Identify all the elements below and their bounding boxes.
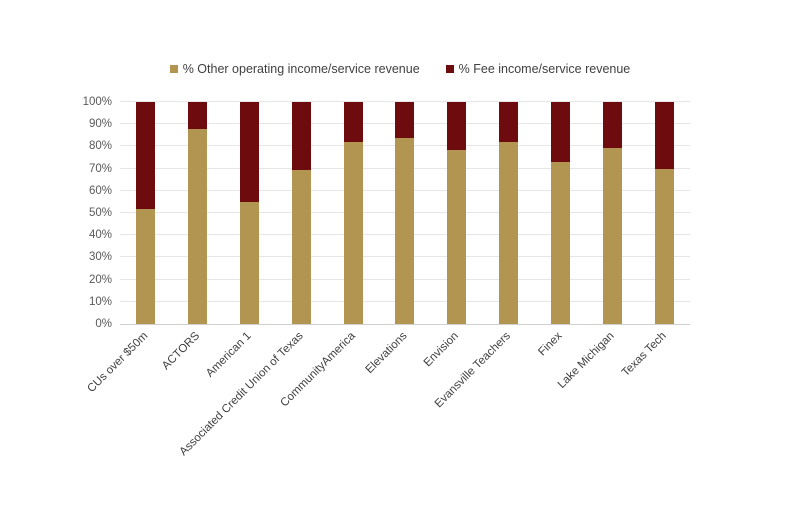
bar-slot (327, 102, 379, 324)
y-tick-label-50: 50% (88, 207, 112, 219)
y-tick-label-60: 60% (88, 184, 112, 197)
segment-other-operating-income (136, 208, 156, 324)
segment-other-operating-income (447, 149, 467, 324)
x-axis-line (120, 324, 690, 325)
x-label-envision: Envision (422, 330, 462, 370)
bar-slot (431, 102, 483, 324)
segment-fee-income (447, 102, 467, 150)
stacked-bar-lake-michigan (602, 102, 622, 324)
stacked-bar-american-1 (240, 102, 260, 324)
bar-slot (379, 102, 431, 324)
x-label-actors: ACTORS (159, 330, 203, 373)
bar-slot (172, 102, 224, 324)
y-tick-label-70: 70% (88, 162, 112, 175)
bars-container (120, 102, 690, 324)
segment-other-operating-income (188, 128, 208, 324)
legend-item-other-operating-income: % Other operating income/service revenue (169, 62, 420, 76)
stacked-bar-evansville-teachers (499, 102, 519, 324)
bar-slot (224, 102, 276, 324)
legend-swatch-dark-red (445, 65, 454, 73)
stacked-bar-communityamerica (343, 102, 363, 324)
segment-fee-income (602, 102, 622, 148)
segment-fee-income (499, 102, 519, 142)
stacked-bar-elevations (395, 102, 415, 324)
segment-fee-income (291, 102, 311, 170)
y-tick-label-30: 30% (88, 251, 112, 264)
x-label-american-1: American 1 (204, 330, 255, 380)
y-tick-label-40: 40% (88, 229, 112, 242)
y-tick-label-20: 20% (88, 273, 112, 286)
segment-other-operating-income (343, 141, 363, 324)
segment-fee-income (136, 102, 156, 209)
segment-other-operating-income (395, 137, 415, 324)
x-label-texas-tech: Texas Tech (619, 330, 669, 380)
segment-fee-income (343, 102, 363, 142)
bar-slot (638, 102, 690, 324)
segment-other-operating-income (240, 201, 260, 324)
y-tick-label-10: 10% (88, 295, 112, 308)
y-axis: 0% 10% 20% 30% 40% 50% 60% 70% 80% 90% 100% (0, 96, 112, 330)
stacked-bar-actors (188, 102, 208, 324)
stacked-bar-envision (447, 102, 467, 324)
segment-fee-income (395, 102, 415, 138)
x-label-cus-over-50m: CUs over $50m (85, 330, 151, 395)
segment-other-operating-income (499, 141, 519, 324)
segment-other-operating-income (602, 147, 622, 324)
stacked-bar-cus-over-50m (136, 102, 156, 324)
segment-other-operating-income (654, 168, 674, 324)
x-axis: CUs over $50m ACTORS American 1 Associated … (85, 328, 690, 478)
stacked-bar-finex (550, 102, 570, 324)
legend-label-other-operating-income: % Other operating income/service revenue (182, 62, 420, 76)
stacked-bar-associated-credit-union-of-texas (291, 102, 311, 324)
bar-slot (586, 102, 638, 324)
plot-area (120, 101, 690, 325)
y-tick-label-100: 100% (82, 96, 112, 108)
gridline-100 (120, 101, 690, 102)
segment-fee-income (240, 102, 260, 202)
stacked-bar-texas-tech (654, 102, 674, 324)
x-label-finex: Finex (536, 330, 565, 359)
x-label-lake-michigan: Lake Michigan (555, 330, 617, 391)
x-label-elevations: Elevations (363, 330, 410, 377)
segment-fee-income (654, 102, 674, 169)
legend-item-fee-income: % Fee income/service revenue (445, 62, 631, 76)
y-tick-label-90: 90% (88, 118, 112, 131)
bar-slot (483, 102, 535, 324)
y-tick-label-0: 0% (95, 318, 112, 330)
bar-slot (535, 102, 587, 324)
y-tick-label-80: 80% (88, 140, 112, 153)
legend-swatch-gold (169, 65, 178, 73)
segment-fee-income (550, 102, 570, 162)
bar-slot (275, 102, 327, 324)
chart-legend: % Other operating income/service revenue… (0, 62, 800, 76)
bar-slot (120, 102, 172, 324)
segment-other-operating-income (291, 169, 311, 324)
segment-fee-income (188, 102, 208, 129)
segment-other-operating-income (550, 161, 570, 324)
legend-label-fee-income: % Fee income/service revenue (458, 62, 631, 76)
